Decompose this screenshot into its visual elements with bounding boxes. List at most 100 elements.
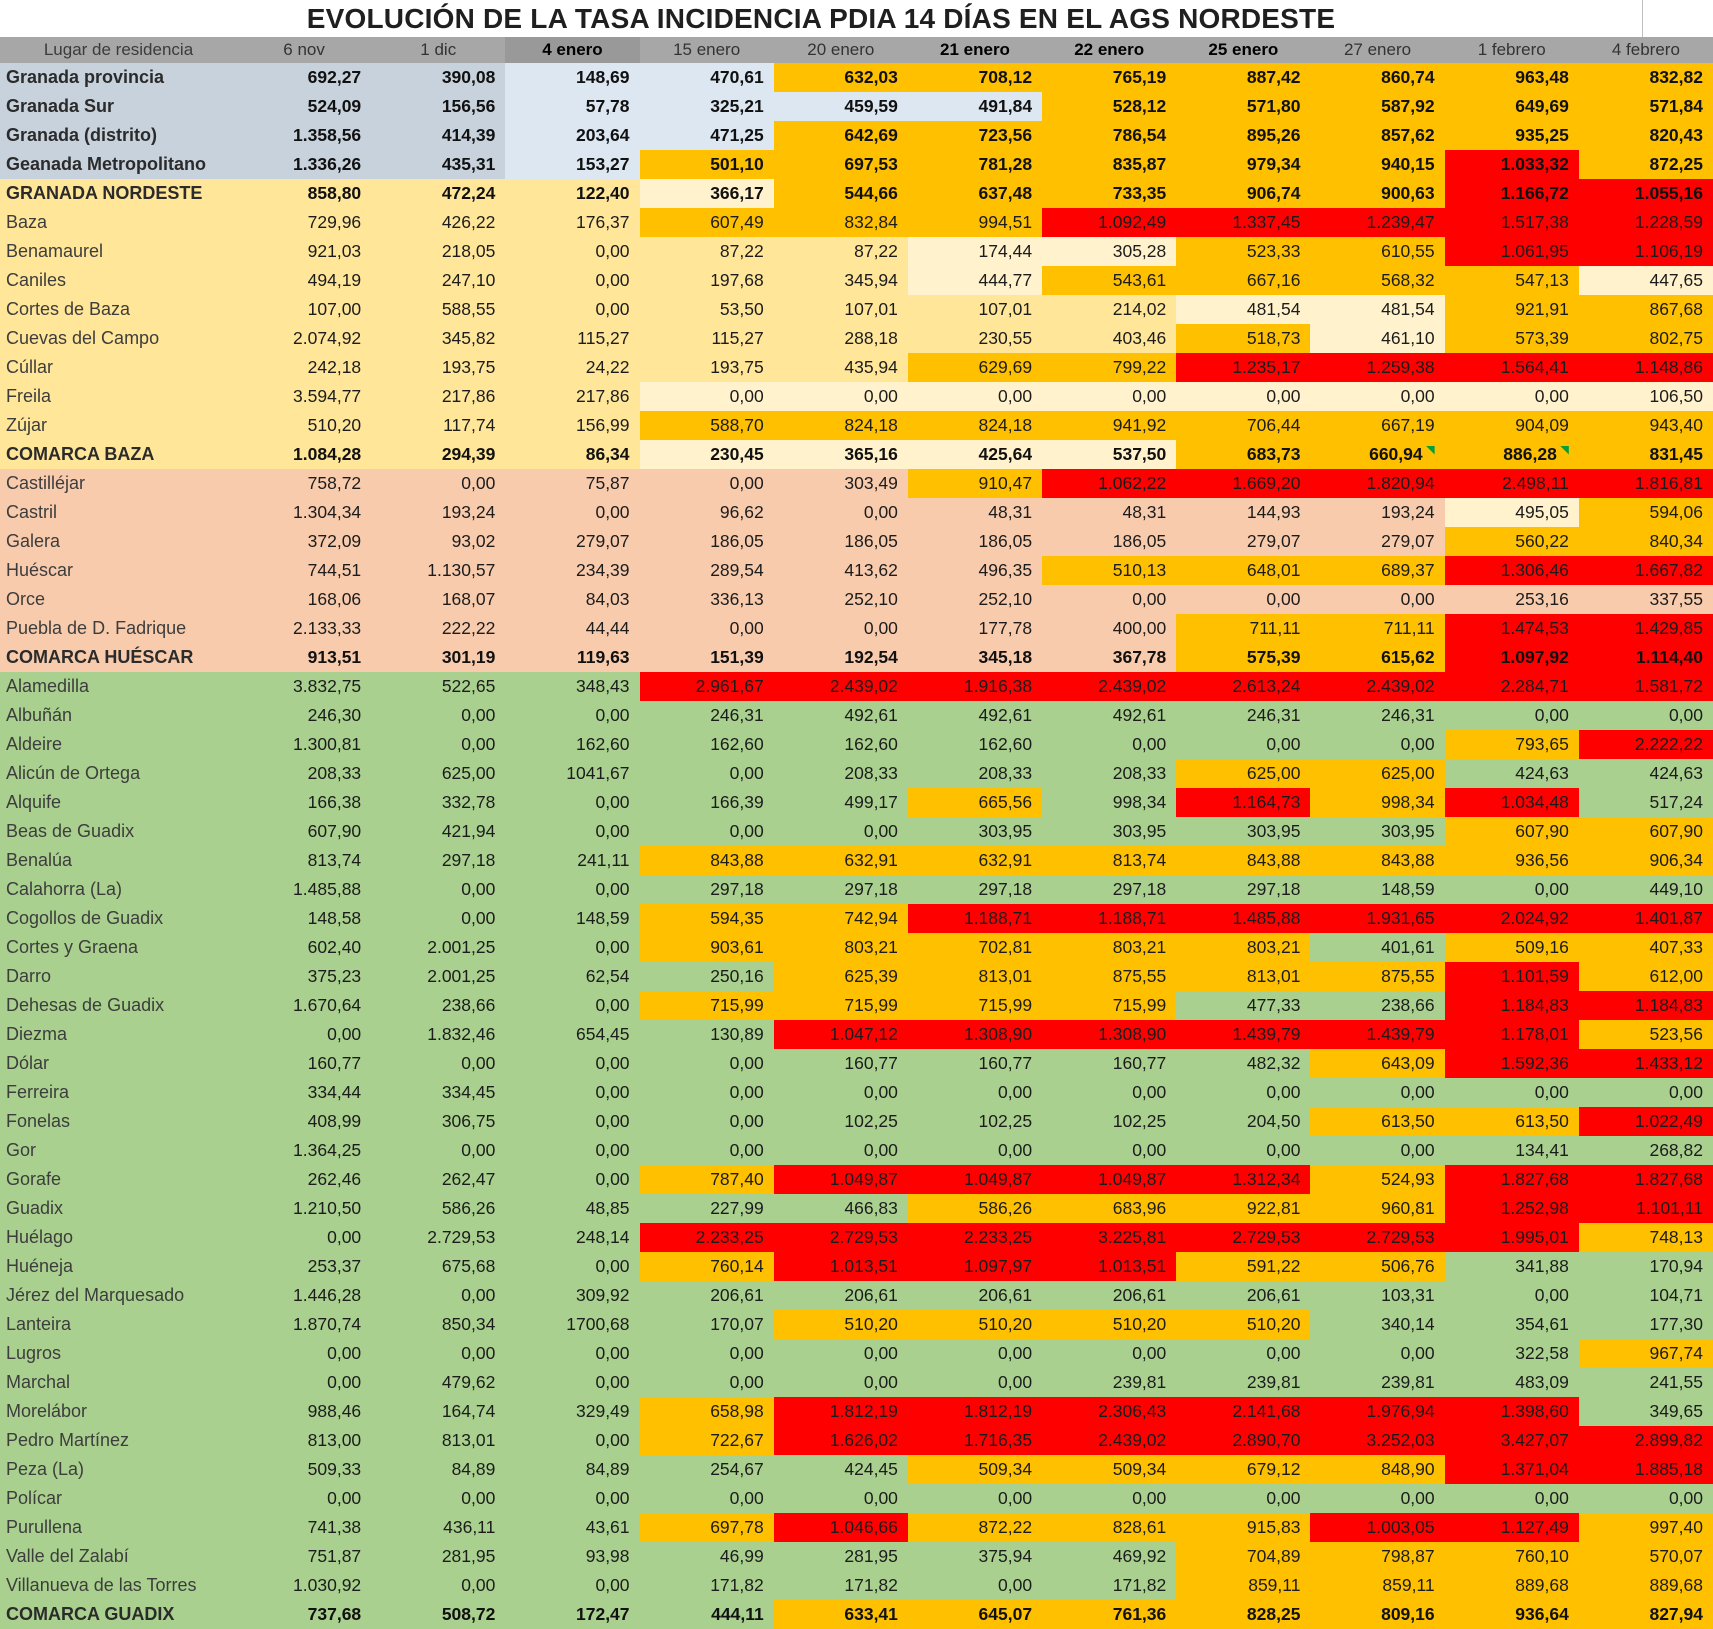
value-cell[interactable]: 107,01: [907, 295, 1043, 324]
place-name-cell[interactable]: Geanada Metropolitano: [0, 150, 237, 179]
value-cell[interactable]: 509,34: [907, 1455, 1043, 1484]
column-header-place[interactable]: Lugar de residencia: [0, 37, 237, 63]
value-cell[interactable]: 103,31: [1310, 1281, 1445, 1310]
value-cell[interactable]: 1.033,32: [1444, 150, 1579, 179]
value-cell[interactable]: 119,63: [505, 643, 640, 672]
value-cell[interactable]: 0,00: [1310, 1339, 1445, 1368]
value-cell[interactable]: 0,00: [907, 1571, 1043, 1600]
value-cell[interactable]: 936,64: [1444, 1600, 1579, 1629]
value-cell[interactable]: 654,45: [505, 1020, 640, 1049]
value-cell[interactable]: 144,93: [1176, 498, 1311, 527]
value-cell[interactable]: 988,46: [237, 1397, 372, 1426]
value-cell[interactable]: 0,00: [639, 817, 774, 846]
place-name-cell[interactable]: Benamaurel: [0, 237, 237, 266]
value-cell[interactable]: 349,65: [1578, 1397, 1713, 1426]
value-cell[interactable]: 2.961,67: [639, 672, 774, 701]
value-cell[interactable]: 832,82: [1578, 63, 1713, 92]
value-cell[interactable]: 192,54: [773, 643, 908, 672]
value-cell[interactable]: 0,00: [505, 788, 640, 817]
value-cell[interactable]: 166,38: [237, 788, 372, 817]
value-cell[interactable]: 303,95: [1310, 817, 1445, 846]
value-cell[interactable]: 607,90: [1444, 817, 1579, 846]
value-cell[interactable]: 1.812,19: [907, 1397, 1043, 1426]
value-cell[interactable]: 824,18: [773, 411, 908, 440]
value-cell[interactable]: 206,61: [1176, 1281, 1311, 1310]
value-cell[interactable]: 518,73: [1176, 324, 1311, 353]
value-cell[interactable]: 1.439,79: [1310, 1020, 1445, 1049]
value-cell[interactable]: 2.439,02: [1310, 672, 1445, 701]
value-cell[interactable]: 0,00: [773, 1339, 908, 1368]
value-cell[interactable]: 510,20: [907, 1310, 1043, 1339]
value-cell[interactable]: 2.024,92: [1444, 904, 1579, 933]
value-cell[interactable]: 827,94: [1578, 1600, 1713, 1629]
value-cell[interactable]: 0,00: [1042, 1078, 1177, 1107]
value-cell[interactable]: 802,75: [1578, 324, 1713, 353]
value-cell[interactable]: 166,39: [639, 788, 774, 817]
value-cell[interactable]: 325,21: [639, 92, 774, 121]
value-cell[interactable]: 0,00: [639, 1107, 774, 1136]
place-name-cell[interactable]: Zújar: [0, 411, 237, 440]
value-cell[interactable]: 524,09: [237, 92, 372, 121]
value-cell[interactable]: 106,50: [1578, 382, 1713, 411]
value-cell[interactable]: 921,91: [1444, 295, 1579, 324]
value-cell[interactable]: 0,00: [505, 295, 640, 324]
value-cell[interactable]: 509,16: [1444, 933, 1579, 962]
value-cell[interactable]: 1.308,90: [1042, 1020, 1177, 1049]
value-cell[interactable]: 1041,67: [505, 759, 640, 788]
value-cell[interactable]: 3.252,03: [1310, 1426, 1445, 1455]
value-cell[interactable]: 48,85: [505, 1194, 640, 1223]
value-cell[interactable]: 711,11: [1176, 614, 1311, 643]
value-cell[interactable]: 102,25: [907, 1107, 1043, 1136]
value-cell[interactable]: 872,22: [907, 1513, 1043, 1542]
value-cell[interactable]: 501,10: [639, 150, 774, 179]
value-cell[interactable]: 900,63: [1310, 179, 1445, 208]
value-cell[interactable]: 0,00: [371, 1339, 506, 1368]
value-cell[interactable]: 632,91: [907, 846, 1043, 875]
value-cell[interactable]: 197,68: [639, 266, 774, 295]
value-cell[interactable]: 0,00: [505, 817, 640, 846]
value-cell[interactable]: 708,12: [907, 63, 1043, 92]
place-name-cell[interactable]: Polícar: [0, 1484, 237, 1513]
value-cell[interactable]: 309,92: [505, 1281, 640, 1310]
value-cell[interactable]: 813,01: [371, 1426, 506, 1455]
value-cell[interactable]: 301,19: [371, 643, 506, 672]
place-name-cell[interactable]: Huélago: [0, 1223, 237, 1252]
value-cell[interactable]: 297,18: [773, 875, 908, 904]
value-cell[interactable]: 758,72: [237, 469, 372, 498]
value-cell[interactable]: 262,47: [371, 1165, 506, 1194]
value-cell[interactable]: 459,59: [773, 92, 908, 121]
value-cell[interactable]: 107,01: [773, 295, 908, 324]
place-name-cell[interactable]: Caniles: [0, 266, 237, 295]
value-cell[interactable]: 177,30: [1578, 1310, 1713, 1339]
value-cell[interactable]: 523,33: [1176, 237, 1311, 266]
value-cell[interactable]: 1.055,16: [1578, 179, 1713, 208]
value-cell[interactable]: 1.308,90: [907, 1020, 1043, 1049]
value-cell[interactable]: 130,89: [639, 1020, 774, 1049]
value-cell[interactable]: 0,00: [773, 498, 908, 527]
value-cell[interactable]: 633,41: [773, 1600, 908, 1629]
value-cell[interactable]: 93,98: [505, 1542, 640, 1571]
value-cell[interactable]: 303,95: [1176, 817, 1311, 846]
value-cell[interactable]: 208,33: [1042, 759, 1177, 788]
value-cell[interactable]: 906,74: [1176, 179, 1311, 208]
value-cell[interactable]: 44,44: [505, 614, 640, 643]
value-cell[interactable]: 2.729,53: [1176, 1223, 1311, 1252]
value-cell[interactable]: 675,68: [371, 1252, 506, 1281]
value-cell[interactable]: 246,31: [1176, 701, 1311, 730]
value-cell[interactable]: 1.003,05: [1310, 1513, 1445, 1542]
value-cell[interactable]: 0,00: [505, 1136, 640, 1165]
value-cell[interactable]: 279,07: [1310, 527, 1445, 556]
value-cell[interactable]: 1.592,36: [1444, 1049, 1579, 1078]
value-cell[interactable]: 506,76: [1310, 1252, 1445, 1281]
value-cell[interactable]: 471,25: [639, 121, 774, 150]
value-cell[interactable]: 217,86: [505, 382, 640, 411]
value-cell[interactable]: 186,05: [907, 527, 1043, 556]
value-cell[interactable]: 760,10: [1444, 1542, 1579, 1571]
value-cell[interactable]: 613,50: [1310, 1107, 1445, 1136]
value-cell[interactable]: 1.669,20: [1176, 469, 1311, 498]
value-cell[interactable]: 850,34: [371, 1310, 506, 1339]
value-cell[interactable]: 241,11: [505, 846, 640, 875]
value-cell[interactable]: 625,39: [773, 962, 908, 991]
value-cell[interactable]: 2.890,70: [1176, 1426, 1311, 1455]
value-cell[interactable]: 470,61: [639, 63, 774, 92]
